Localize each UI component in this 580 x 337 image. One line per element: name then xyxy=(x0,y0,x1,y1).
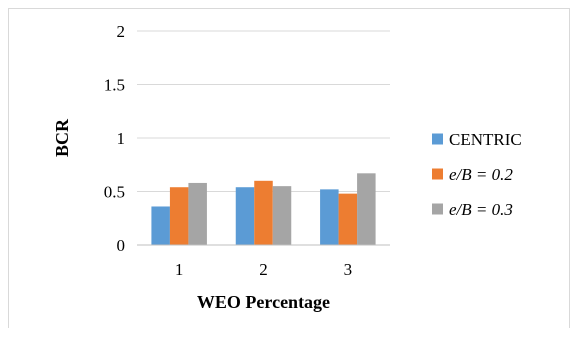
bar-3-1 xyxy=(188,182,207,245)
legend-label: e/B = 0.3 xyxy=(449,200,513,219)
y-axis-title: BCR xyxy=(52,118,72,157)
x-tick-labels: 1 2 3 xyxy=(175,260,352,279)
bar-3-2 xyxy=(272,186,292,245)
bar-1-2 xyxy=(235,187,255,245)
y-tick-labels: 0 0.5 1 1.5 2 xyxy=(104,22,125,255)
legend-label: CENTRIC xyxy=(449,130,522,149)
bar-2-3 xyxy=(338,193,358,245)
bar-1-3 xyxy=(320,189,339,245)
bar-2-2 xyxy=(254,180,273,245)
y-tick-label: 1.5 xyxy=(104,76,125,95)
chart-frame xyxy=(8,8,570,328)
x-tick-label: 1 xyxy=(175,260,184,279)
legend-swatch xyxy=(432,133,443,145)
bars xyxy=(151,173,376,245)
gridlines xyxy=(137,30,390,192)
legend-swatch xyxy=(432,168,443,180)
y-tick-label: 0.5 xyxy=(104,183,125,202)
x-tick-label: 3 xyxy=(344,260,353,279)
bar-1-1 xyxy=(151,206,170,245)
bar-3-3 xyxy=(357,173,376,245)
y-tick-label: 0 xyxy=(117,236,126,255)
y-tick-label: 2 xyxy=(117,22,126,41)
x-axis-title: WEO Percentage xyxy=(197,292,330,312)
bar-2-1 xyxy=(169,187,189,245)
legend-swatch xyxy=(432,203,443,215)
legend-label: e/B = 0.2 xyxy=(449,165,513,184)
legend: CENTRIC e/B = 0.2 e/B = 0.3 xyxy=(432,130,522,219)
x-tick-label: 2 xyxy=(259,260,268,279)
y-tick-label: 1 xyxy=(117,129,126,148)
